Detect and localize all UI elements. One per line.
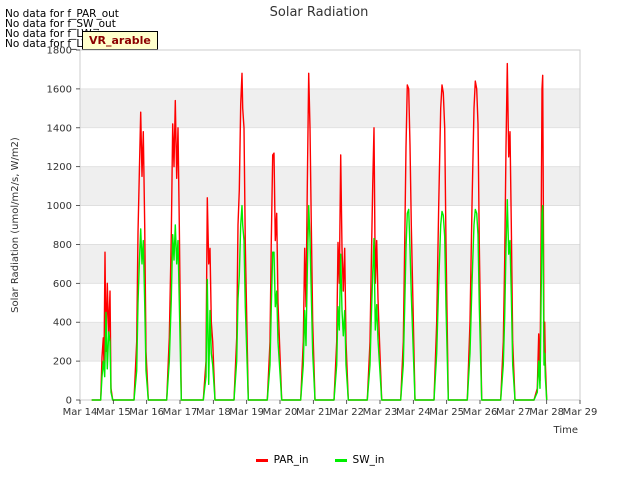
x-tick-label: Mar 24 — [396, 407, 431, 418]
x-tick-label: Mar 15 — [96, 407, 131, 418]
y-tick-label: 1600 — [47, 84, 72, 95]
site-badge: VR_arable — [82, 31, 158, 50]
no-data-note-sw-out: No data for f_SW_out — [5, 18, 116, 30]
chart-title: Solar Radiation — [270, 5, 369, 20]
legend-item-sw-in: SW_in — [334, 454, 385, 466]
x-tick-label: Mar 21 — [296, 407, 331, 418]
y-tick-label: 400 — [53, 318, 72, 329]
y-tick-label: 1800 — [47, 46, 72, 57]
y-tick-label: 800 — [53, 240, 72, 251]
legend-swatch-par-in — [255, 458, 268, 462]
x-tick-label: Mar 22 — [329, 407, 364, 418]
y-axis-label: Solar Radiation (umol/m2/s, W/m2) — [10, 137, 21, 313]
x-tick-label: Mar 14 — [63, 407, 98, 418]
x-axis-label: Time — [553, 425, 578, 436]
y-axis-ticks: 0 200 400 600 800 1000 1200 1400 1600 1800 — [47, 46, 80, 407]
x-tick-label: Mar 17 — [163, 407, 198, 418]
x-tick-label: Mar 26 — [463, 407, 498, 418]
legend-label-par-in: PAR_in — [273, 454, 309, 466]
legend-label-sw-in: SW_in — [352, 454, 385, 466]
x-tick-label: Mar 16 — [129, 407, 164, 418]
background-band — [80, 244, 580, 284]
y-tick-label: 1200 — [47, 162, 72, 173]
y-tick-label: 0 — [66, 396, 72, 407]
background-band — [80, 322, 580, 362]
background-bands — [80, 88, 580, 362]
x-tick-label: Mar 25 — [429, 407, 464, 418]
x-tick-label: Mar 28 — [529, 407, 564, 418]
y-tick-label: 600 — [53, 279, 72, 290]
y-tick-label: 1400 — [47, 123, 72, 134]
no-data-note-lw-out: No data for f_LW_out — [5, 38, 115, 50]
no-data-note-par-out: No data for f_PAR_out — [5, 8, 119, 20]
series-line-sw-in — [91, 199, 548, 401]
no-data-note-lw-in: No data for f_LW_in — [5, 28, 107, 40]
y-tick-label: 1000 — [47, 201, 72, 212]
legend-swatch-sw-in — [334, 458, 347, 462]
legend: PAR_in SW_in — [0, 454, 640, 466]
background-band — [80, 166, 580, 206]
x-tick-label: Mar 18 — [196, 407, 231, 418]
x-tick-label: Mar 29 — [563, 407, 598, 418]
x-tick-label: Mar 19 — [229, 407, 264, 418]
x-tick-label: Mar 27 — [496, 407, 531, 418]
series-layer — [91, 62, 548, 401]
background-band — [80, 88, 580, 128]
y-tick-label: 200 — [53, 357, 72, 368]
legend-item-par-in: PAR_in — [255, 454, 309, 466]
x-tick-label: Mar 20 — [263, 407, 298, 418]
x-tick-label: Mar 23 — [363, 407, 398, 418]
